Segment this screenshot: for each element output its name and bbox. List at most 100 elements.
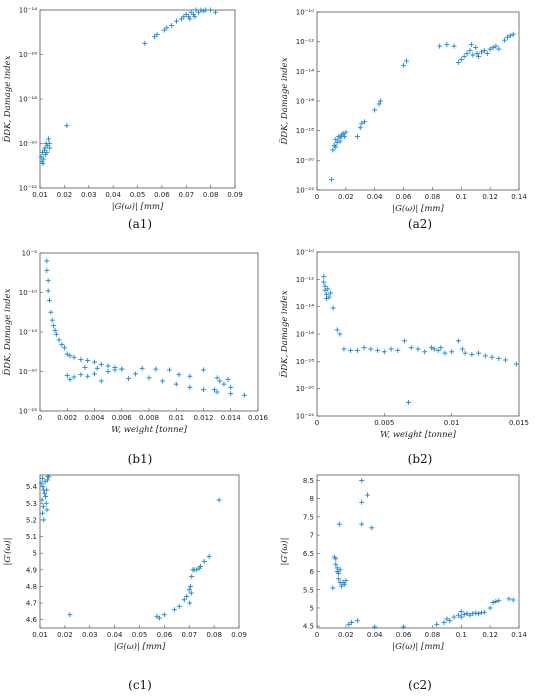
data-point	[336, 576, 342, 582]
y-tick-label: 5.4	[26, 483, 38, 491]
y-tick-label: 10⁻²⁰	[296, 157, 314, 165]
data-point	[85, 357, 91, 363]
y-axis-label: D̅DK, Damage index	[1, 55, 13, 143]
x-axis-label: W, weight [tonne]	[111, 425, 188, 435]
data-point	[47, 297, 53, 303]
x-tick-label: 0	[315, 631, 319, 639]
panel-caption: (b2)	[408, 452, 433, 466]
data-point	[139, 365, 145, 371]
data-point	[176, 372, 182, 378]
data-point	[513, 361, 519, 367]
data-point	[169, 23, 175, 29]
data-point	[496, 598, 502, 604]
data-point	[53, 331, 59, 337]
y-tick-label: 10⁻²²	[296, 187, 314, 195]
data-point	[469, 352, 475, 357]
data-point	[188, 590, 194, 596]
y-tick-label: 5.2	[26, 516, 37, 524]
data-point	[334, 565, 340, 571]
data-point	[493, 598, 499, 604]
y-tick-label: 5	[310, 604, 314, 612]
data-point	[442, 350, 448, 356]
data-point	[40, 161, 46, 167]
data-point	[503, 357, 509, 363]
y-tick-label: 10⁻¹⁸	[19, 96, 37, 104]
data-point	[156, 615, 162, 621]
data-point	[62, 345, 68, 351]
chart-b1: 0 0.002 0.004 0.006 0.008 0.01 0.012 0.014 0.016…	[1, 250, 268, 467]
data-point	[67, 353, 73, 359]
data-point	[470, 52, 476, 58]
y-tick-label: 5	[33, 550, 37, 558]
data-point	[336, 521, 342, 527]
data-point	[94, 365, 100, 371]
x-tick-label: 0.14	[511, 193, 527, 201]
data-point	[359, 521, 365, 527]
data-point	[51, 323, 57, 329]
x-tick-label: 0.04	[367, 193, 383, 201]
data-point	[78, 372, 84, 378]
x-tick-label: 0.012	[193, 414, 213, 422]
x-tick-label: 0.07	[181, 631, 197, 639]
data-point	[39, 475, 45, 481]
data-point	[152, 34, 158, 40]
data-point	[428, 345, 434, 351]
data-point	[92, 359, 97, 365]
data-point	[174, 18, 179, 24]
data-point	[187, 600, 193, 606]
x-tick-label: 0.02	[57, 191, 73, 199]
data-point	[217, 378, 223, 384]
data-point	[38, 480, 44, 486]
data-point	[337, 331, 343, 337]
data-point	[330, 585, 336, 591]
data-point	[200, 8, 206, 14]
x-tick-label: 0	[315, 193, 319, 201]
data-point	[41, 517, 47, 523]
data-point	[484, 51, 490, 57]
data-point	[98, 378, 104, 384]
y-axis-label: |G′(ω)|	[279, 537, 290, 565]
data-point	[161, 27, 167, 33]
y-tick-label: 7	[310, 532, 314, 540]
data-point	[44, 507, 50, 513]
data-point	[48, 309, 54, 315]
y-tick-label: 10⁻¹⁶	[296, 331, 314, 339]
y-tick-label: 10⁻¹⁴	[19, 7, 37, 15]
data-point	[214, 375, 220, 381]
y-tick-label: 8.5	[303, 477, 314, 485]
data-point	[401, 62, 407, 68]
data-point	[415, 346, 421, 352]
data-point	[481, 609, 487, 615]
data-point	[176, 603, 182, 609]
panel-caption: (a2)	[408, 217, 432, 231]
y-tick-label: 4.6	[26, 616, 38, 624]
data-point	[510, 597, 516, 603]
chart-a2: 0 0.02 0.04 0.06 0.08 0.1 0.12 0.14 10⁻²² 10⁻²⁰ 10…	[278, 9, 527, 232]
data-point	[228, 384, 234, 390]
data-point	[369, 525, 375, 531]
data-point	[434, 621, 440, 627]
y-tick-label: 5.1	[26, 533, 37, 541]
y-tick-label: 10⁻¹⁴	[296, 303, 314, 311]
data-point	[362, 119, 368, 125]
data-point	[447, 618, 453, 624]
data-point	[198, 7, 204, 13]
data-point	[181, 14, 187, 20]
data-point	[349, 620, 355, 626]
data-point	[493, 43, 499, 49]
data-point	[201, 558, 207, 564]
x-tick-label: 0.04	[367, 631, 383, 639]
data-point	[126, 376, 132, 382]
data-point	[444, 42, 450, 48]
y-tick-label: 8	[310, 495, 314, 503]
data-point	[42, 152, 48, 158]
data-point	[43, 500, 49, 506]
data-point	[188, 9, 194, 15]
data-point	[473, 610, 479, 616]
x-tick-label: 0.04	[107, 631, 123, 639]
data-point	[337, 567, 343, 573]
data-point	[187, 373, 193, 379]
data-point	[71, 354, 77, 360]
data-point	[476, 611, 482, 617]
data-point	[455, 612, 461, 618]
